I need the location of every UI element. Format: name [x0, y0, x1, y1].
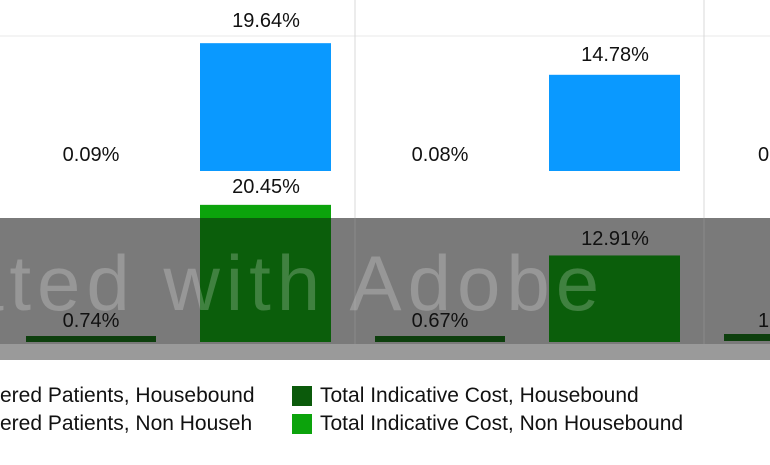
bar-lower-group2-nonhousebound — [549, 255, 680, 342]
data-label-upper-partial: 0 — [758, 144, 769, 166]
legend-item-cost-housebound: Total Indicative Cost, Housebound — [292, 384, 639, 408]
bar-upper-group2-nonhousebound — [549, 74, 680, 171]
legend-swatch-icon — [292, 414, 312, 434]
legend-item-registered-housebound: ered Patients, Housebound — [0, 384, 255, 408]
data-label-lower-partial: 1 — [758, 310, 769, 332]
data-label-lower-0-67: 0.67% — [412, 310, 469, 332]
data-label-lower-0-74: 0.74% — [63, 310, 120, 332]
legend-label: ered Patients, Non Househ — [0, 412, 253, 435]
bar-lower-group1-nonhousebound-cap — [200, 204, 331, 218]
bar-lower-group1-housebound — [26, 336, 156, 342]
legend: ered Patients, Housebound ered Patients,… — [0, 378, 770, 448]
bar-lower-group3-housebound — [724, 334, 770, 341]
legend-label: ered Patients, Housebound — [0, 384, 255, 407]
data-label-upper-0-08: 0.08% — [412, 144, 469, 166]
data-label-upper-0-09: 0.09% — [63, 144, 120, 166]
legend-label: Total Indicative Cost, Non Housebound — [320, 412, 684, 435]
data-label-upper-14-78: 14.78% — [581, 44, 649, 66]
bar-upper-group1-nonhousebound — [200, 43, 331, 171]
data-label-lower-20-45: 20.45% — [232, 176, 300, 198]
legend-label: Total Indicative Cost, Housebound — [320, 384, 639, 407]
data-label-lower-12-91: 12.91% — [581, 228, 649, 250]
legend-swatch-icon — [292, 386, 312, 406]
bar-lower-group2-housebound — [375, 336, 505, 342]
bar-lower-group1-nonhousebound — [200, 204, 331, 342]
lower-panel-footer — [0, 344, 770, 360]
legend-item-registered-nonhousebound: ered Patients, Non Househ — [0, 412, 252, 436]
data-label-upper-19-64: 19.64% — [232, 10, 300, 32]
legend-item-cost-nonhousebound: Total Indicative Cost, Non Housebound — [292, 412, 683, 436]
